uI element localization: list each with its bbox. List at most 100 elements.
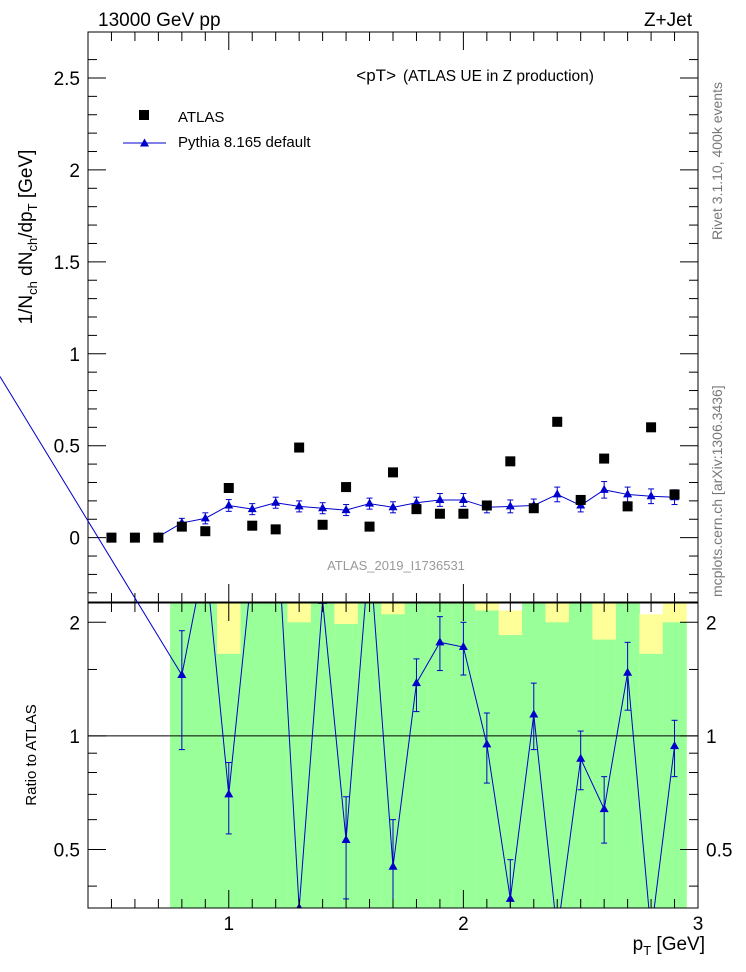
ratio-point [365,545,374,553]
atlas-point [411,504,422,515]
ratio-y-tick-label-right: 1 [706,727,717,748]
ratio-point [529,709,539,718]
main-y-tick-label: 2 [69,161,80,182]
atlas-point [646,422,657,433]
ratio-band-green [451,603,476,908]
ratio-band-green [498,635,523,908]
mcplots-label: mcplots.cern.ch [arXiv:1306.3436] [709,385,725,597]
main-panel-axes: 0 0.5 1 1.5 2 2.5 [54,32,699,602]
ratio-band-green [615,603,640,908]
ratio-point [177,670,187,679]
ratio-bands [170,603,687,908]
atlas-point [129,532,140,543]
atlas-point [575,494,586,505]
legend-atlas-marker [139,110,149,120]
pythia-point [411,497,421,506]
ratio-panel-axes: 0.5 0.5 1 1 2 2 1 2 3 [54,603,732,935]
ratio-band-green [428,603,453,908]
pythia-point [247,504,257,513]
ratio-point [341,834,351,843]
pythia-point [365,498,375,507]
atlas-point [106,532,117,543]
pythia-point [318,503,328,512]
x-axis-label: pT [GeV] [633,934,705,958]
pythia-point [224,500,234,509]
ratio-panel-marks [88,545,698,936]
ratio-point [435,637,445,646]
atlas-point [481,500,492,511]
ratio-point [248,562,257,570]
atlas-point [176,521,187,532]
ratio-incoming-line [0,376,183,676]
pythia-point [388,502,398,511]
atlas-point [364,521,375,532]
legend-pythia-label: Pythia 8.165 default [178,134,311,151]
pythia-point [599,484,609,493]
ratio-band-green [193,603,218,908]
atlas-point [317,519,328,530]
ratio-point [670,741,680,750]
ratio-band-green [334,623,359,908]
ratio-y-tick-label: 1 [69,727,80,748]
ratio-band-green [639,653,664,908]
ratio-point [553,928,562,936]
ratio-point [623,667,633,676]
atlas-point [599,453,610,464]
svg-text:1/Nch dNch/dpT [GeV]: 1/Nch dNch/dpT [GeV] [16,150,40,325]
main-panel-marks [106,416,680,543]
ratio-y-tick-label-right: 0.5 [706,841,732,862]
ratio-point [576,753,586,762]
atlas-point [434,508,445,519]
legend-atlas-label: ATLAS [178,109,224,126]
ratio-x-tick-label: 3 [693,914,704,935]
ratio-band-green [287,622,312,908]
ratio-y-tick-label-right: 2 [706,613,717,634]
ratio-point [388,861,398,870]
atlas-point [388,467,398,478]
atlas-point [552,416,563,427]
atlas-point [223,483,234,493]
ratio-band-green [240,603,265,908]
pythia-point [271,497,281,506]
atlas-point [528,503,539,514]
ratio-band-green [545,622,570,908]
atlas-point [270,524,281,535]
pythia-point [200,513,210,522]
pythia-point [458,494,468,503]
atlas-point [247,520,258,531]
ratio-point [411,678,421,687]
ratio-y-tick-label: 0.5 [54,841,80,862]
ratio-band-green [522,603,546,908]
ratio-point [224,789,234,798]
main-y-tick-label: 1 [69,345,80,366]
main-y-tick-label: 0.5 [54,437,80,458]
ratio-band-green [357,603,382,908]
ratio-band-green [404,603,429,908]
ratio-point [201,551,210,559]
main-y-tick-label: 1.5 [54,253,80,274]
energy-label: 13000 GeV pp [98,10,221,31]
pythia-point [552,489,562,498]
ratio-band-green [381,614,406,908]
atlas-point [669,489,680,500]
main-y-tick-label: 0 [69,529,80,550]
atlas-point [294,442,305,453]
ratio-point [458,642,468,651]
atlas-point [505,456,516,467]
ratio-line [181,603,676,908]
atlas-point [622,501,633,512]
atlas-point [200,526,211,537]
ratio-y-tick-label: 2 [69,613,80,634]
pythia-point [294,501,304,510]
pythia-point [341,505,351,514]
ratio-band-green [310,603,335,908]
ratio-band-green [263,603,288,908]
main-subtitle: (ATLAS UE in Z production) [403,68,594,85]
ratio-x-tick-label: 1 [223,914,234,935]
main-y-axis-label: 1/Nch dNch/dpT [GeV] [16,150,40,325]
ratio-y-axis-label: Ratio to ATLAS [23,704,40,805]
ratio-point [505,893,515,902]
ratio-x-tick-label: 2 [458,914,469,935]
pythia-point [646,491,656,500]
